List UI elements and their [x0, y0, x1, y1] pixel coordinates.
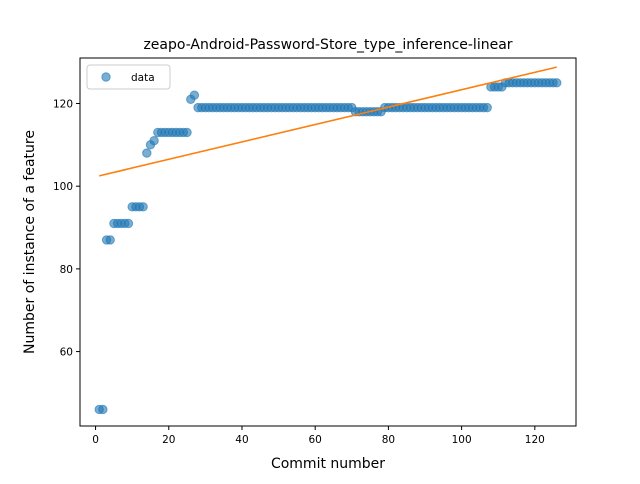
chart-title: zeapo-Android-Password-Store_type_infere… — [143, 37, 512, 53]
data-point — [149, 135, 159, 146]
data-point — [138, 202, 148, 212]
x-tick-label: 40 — [235, 434, 248, 446]
y-tick-label: 80 — [60, 264, 73, 276]
legend-marker — [101, 72, 111, 82]
x-tick-label: 120 — [525, 434, 545, 446]
x-axis-label: Commit number — [271, 456, 385, 472]
data-point — [123, 218, 134, 229]
data-point — [182, 127, 192, 138]
data-point — [189, 90, 200, 100]
y-tick-label: 120 — [53, 98, 73, 110]
legend-label: data — [131, 72, 155, 84]
x-tick-label: 20 — [162, 434, 175, 446]
data-point — [482, 102, 492, 113]
data-point — [105, 235, 115, 245]
x-tick-label: 100 — [452, 434, 472, 446]
legend-box — [86, 64, 171, 90]
data-point — [552, 78, 562, 88]
data-point — [98, 404, 108, 415]
y-axis-label: Number of instance of a feature — [22, 130, 38, 354]
x-tick-label: 0 — [92, 434, 99, 446]
x-tick-label: 60 — [309, 434, 322, 446]
y-tick-label: 60 — [60, 347, 73, 359]
y-tick-label: 100 — [53, 181, 73, 193]
fit-line — [99, 66, 557, 177]
plot-frame — [79, 57, 577, 427]
data-point — [142, 148, 152, 158]
x-tick-label: 80 — [382, 434, 395, 446]
